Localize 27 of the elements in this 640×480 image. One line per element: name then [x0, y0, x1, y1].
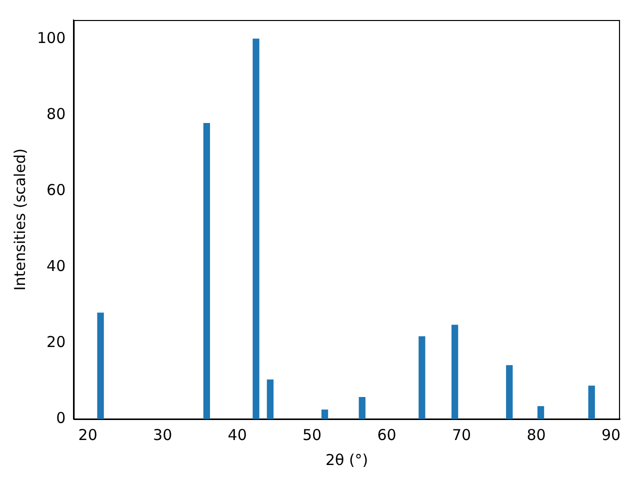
x-tick-label: 90 — [601, 426, 621, 444]
y-tick-label: 40 — [46, 256, 66, 275]
bar — [506, 365, 513, 419]
bar — [97, 312, 104, 419]
bar — [252, 38, 260, 419]
y-tick-label: 80 — [46, 104, 66, 123]
y-tick-label: 60 — [46, 180, 66, 199]
y-axis-title: Intensities (scaled) — [10, 148, 29, 291]
bar — [451, 324, 458, 419]
bar — [358, 397, 366, 419]
x-tick-label: 30 — [153, 426, 172, 444]
bar — [537, 406, 544, 419]
bar — [266, 380, 274, 419]
bar — [321, 410, 328, 419]
bar — [588, 386, 595, 419]
x-tick-label: 50 — [302, 426, 322, 444]
x-tick-label: 20 — [78, 426, 98, 444]
y-tick-label: 0 — [56, 408, 66, 427]
x-tick-label: 60 — [377, 426, 396, 444]
x-tick-label: 70 — [452, 426, 472, 444]
y-tick-label: 100 — [36, 28, 66, 47]
bar — [203, 123, 210, 419]
x-axis-title: 2θ (°) — [325, 450, 368, 469]
bar — [418, 336, 426, 419]
y-tick-label: 20 — [46, 332, 66, 351]
x-tick-label: 80 — [526, 426, 546, 444]
x-tick-label: 40 — [228, 426, 247, 444]
